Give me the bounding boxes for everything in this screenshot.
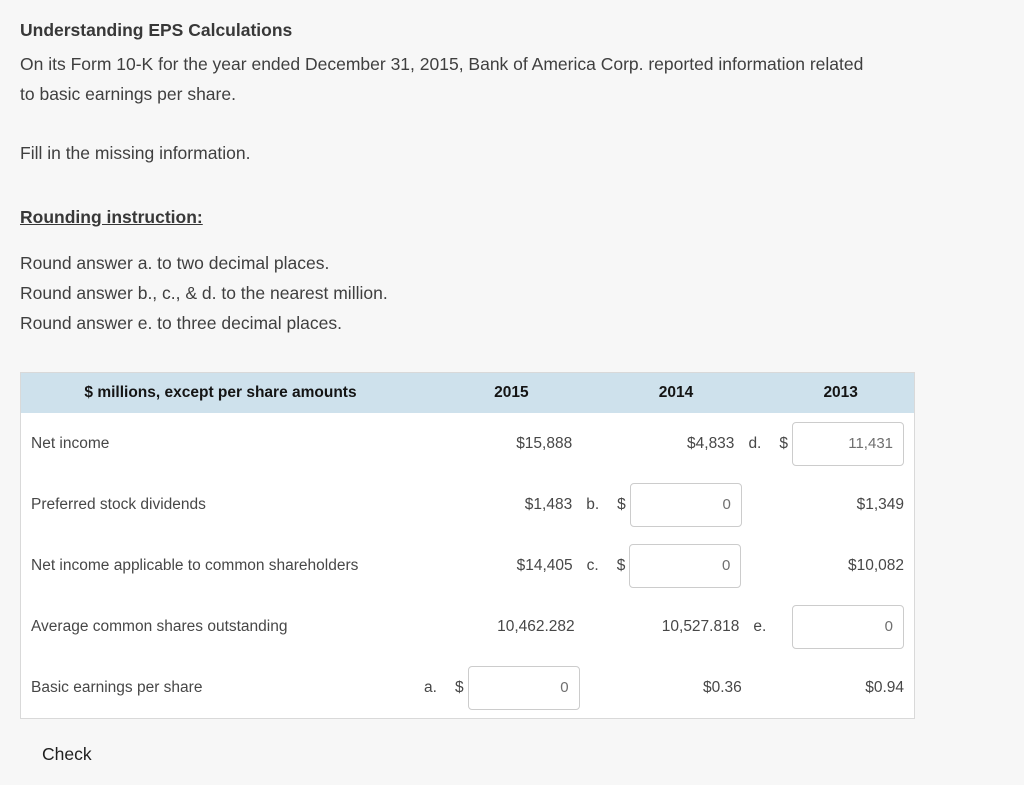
answer-letter: c. xyxy=(586,556,599,574)
cell-value: $4,833 xyxy=(687,434,735,452)
intro-paragraph: On its Form 10-K for the year ended Dece… xyxy=(20,49,1004,109)
table-row: Average common shares outstanding 10,462.… xyxy=(21,596,914,657)
row-label: Net income xyxy=(31,434,110,452)
row-label: Preferred stock dividends xyxy=(31,495,206,513)
answer-cell: a. $ xyxy=(420,665,590,710)
value-cell: $0.36 xyxy=(590,679,752,697)
answer-input-d[interactable] xyxy=(792,421,904,466)
answer-input-c[interactable] xyxy=(629,543,742,588)
column-header-units: $ millions, except per share amounts xyxy=(84,384,357,401)
answer-input-a[interactable] xyxy=(467,665,580,710)
cell-value: 10,527.818 xyxy=(661,617,740,635)
dollar-sign: $ xyxy=(779,434,788,452)
answer-letter: d. xyxy=(748,434,762,452)
cell-value: 10,462.282 xyxy=(497,617,575,635)
rounding-line-a: Round answer a. to two decimal places. xyxy=(20,253,330,273)
rounding-instructions: Round answer a. to two decimal places. R… xyxy=(20,248,1004,338)
value-cell: $4,833 xyxy=(582,435,744,453)
dollar-sign: $ xyxy=(616,556,626,574)
row-label: Basic earnings per share xyxy=(31,678,203,696)
value-cell: $10,082 xyxy=(751,557,914,575)
answer-letter: e. xyxy=(753,617,767,635)
value-cell: 10,462.282 xyxy=(420,618,585,636)
column-header-2015: 2015 xyxy=(494,384,529,401)
row-label: Average common shares outstanding xyxy=(31,617,288,635)
table-row: Basic earnings per share a. $ $0.36 $0.94 xyxy=(21,657,914,718)
table-row: Net income applicable to common sharehol… xyxy=(21,535,914,596)
cell-value: $15,888 xyxy=(516,434,573,452)
value-cell: $1,483 xyxy=(420,496,582,514)
cell-value: $0.36 xyxy=(702,678,742,696)
rounding-line-e: Round answer e. to three decimal places. xyxy=(20,313,342,333)
column-header-2014: 2014 xyxy=(658,384,694,401)
value-cell: $15,888 xyxy=(420,435,582,453)
dollar-sign: $ xyxy=(617,495,626,513)
answer-cell: c. $ xyxy=(583,543,752,588)
cell-value: $14,405 xyxy=(516,556,573,574)
answer-cell: e. xyxy=(749,604,914,649)
answer-cell: b. $ xyxy=(582,482,752,527)
cell-value: $1,483 xyxy=(524,495,573,513)
answer-input-b[interactable] xyxy=(629,482,742,527)
value-cell: $14,405 xyxy=(420,557,583,575)
table-row: Net income $15,888 $4,833 d. $ xyxy=(21,413,914,474)
intro-line: to basic earnings per share. xyxy=(20,84,236,104)
answer-cell: d. $ xyxy=(744,421,914,466)
rounding-instruction-heading: Rounding instruction: xyxy=(20,207,203,227)
value-cell: $0.94 xyxy=(752,679,914,697)
dollar-sign: $ xyxy=(454,678,464,696)
cell-value: $1,349 xyxy=(856,495,904,513)
answer-letter: a. xyxy=(424,678,437,696)
eps-table: $ millions, except per share amounts 201… xyxy=(20,372,915,719)
rounding-line-bcd: Round answer b., c., & d. to the nearest… xyxy=(20,283,388,303)
cell-value: $10,082 xyxy=(847,556,904,574)
column-header-2013: 2013 xyxy=(823,384,858,401)
table-row: Preferred stock dividends $1,483 b. $ $1,349 xyxy=(21,474,914,535)
check-button[interactable]: Check xyxy=(42,744,92,764)
answer-letter: b. xyxy=(586,495,600,513)
fill-prompt: Fill in the missing information. xyxy=(20,143,251,163)
answer-input-e[interactable] xyxy=(792,604,905,649)
value-cell: 10,527.818 xyxy=(585,618,750,636)
intro-line: On its Form 10-K for the year ended Dece… xyxy=(20,54,864,74)
cell-value: $0.94 xyxy=(865,678,904,696)
value-cell: $1,349 xyxy=(752,496,914,514)
table-header-row: $ millions, except per share amounts 201… xyxy=(21,373,914,413)
row-label: Net income applicable to common sharehol… xyxy=(31,556,359,574)
page-title: Understanding EPS Calculations xyxy=(20,20,293,40)
